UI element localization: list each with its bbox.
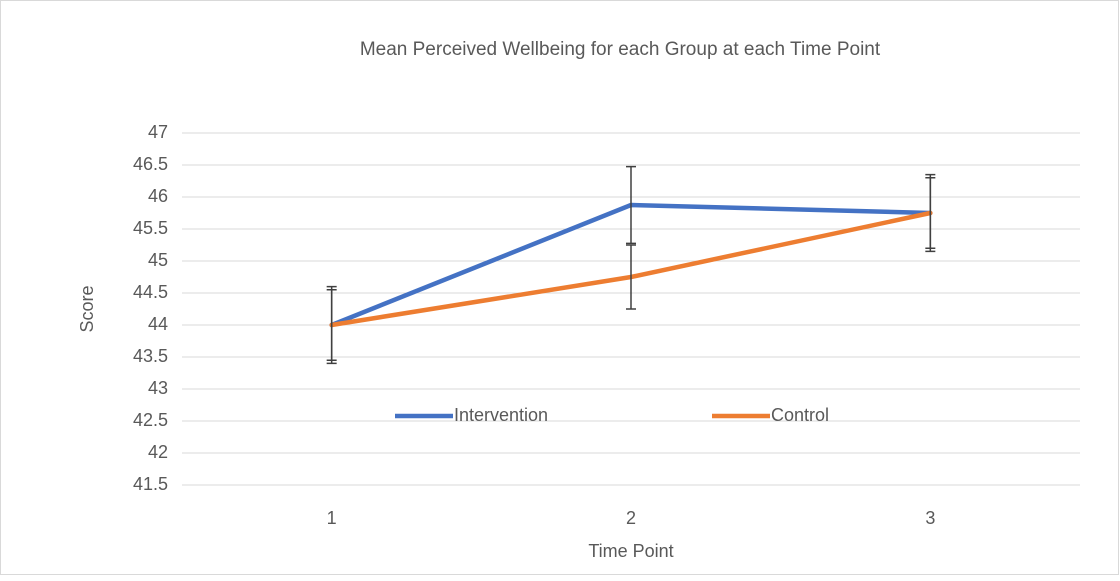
y-tick-label: 44 <box>148 314 168 334</box>
error-bar <box>326 289 337 361</box>
legend-label: Control <box>771 405 829 425</box>
y-tick-label: 43.5 <box>133 346 168 366</box>
error-bar <box>626 165 636 245</box>
error-bar <box>925 177 936 249</box>
y-tick-label: 44.5 <box>133 282 168 302</box>
y-tick-label: 46 <box>148 186 168 206</box>
error-bar <box>626 244 636 310</box>
x-tick-label: 3 <box>925 508 935 528</box>
y-axis-label: Score <box>77 285 97 332</box>
y-tick-label: 41.5 <box>133 474 168 494</box>
y-tick-label: 42.5 <box>133 410 168 430</box>
x-axis-label: Time Point <box>588 541 673 561</box>
x-tick-label: 1 <box>327 508 337 528</box>
y-tick-label: 45 <box>148 250 168 270</box>
y-tick-label: 46.5 <box>133 154 168 174</box>
y-tick-label: 42 <box>148 442 168 462</box>
y-tick-label: 43 <box>148 378 168 398</box>
x-tick-label: 2 <box>626 508 636 528</box>
y-tick-label: 45.5 <box>133 218 168 238</box>
legend-label: Intervention <box>454 405 548 425</box>
y-tick-label: 47 <box>148 122 168 142</box>
chart-title: Mean Perceived Wellbeing for each Group … <box>360 39 881 60</box>
